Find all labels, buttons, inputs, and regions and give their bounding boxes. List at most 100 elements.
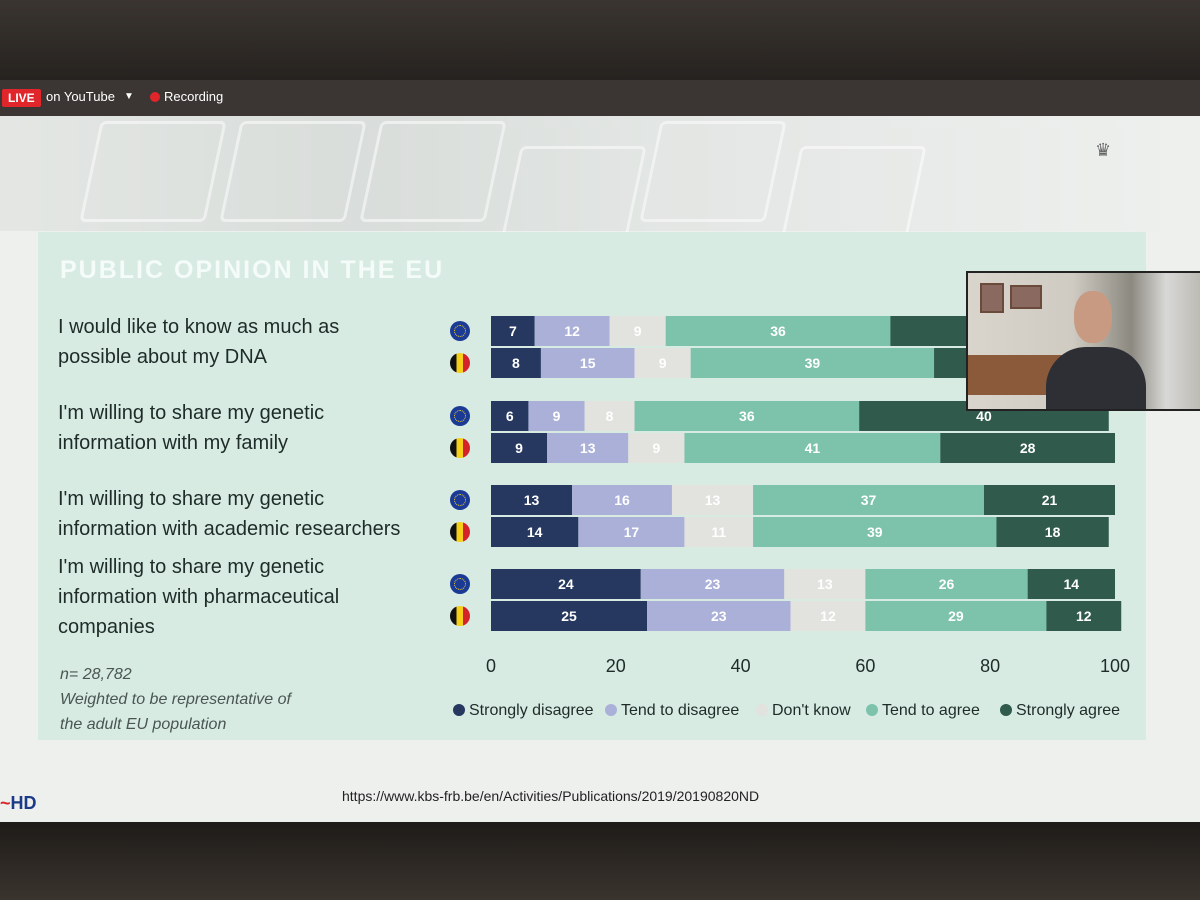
x-tick-label: 80 [980,656,1000,676]
bar-segment [753,517,997,547]
question-line: information with academic researchers [58,518,401,540]
note-line: Weighted to be representative of [60,691,291,708]
recording-label[interactable]: Recording [164,89,224,104]
question-line: I'm willing to share my genetic [58,488,325,510]
sample-note: n= 28,782 Weighted to be representative … [60,662,291,737]
question-label-researchers: I'm willing to share my genetic informat… [58,484,448,544]
x-tick-label: 40 [731,656,751,676]
bar-data-label: 15 [580,355,596,371]
presenter-torso [1046,347,1146,409]
bar-data-label: 13 [817,576,833,592]
legend-label: Don't know [772,702,851,719]
question-label-dna: I would like to know as much as possible… [58,312,448,372]
bar-segment [540,348,635,378]
bar-data-label: 9 [634,323,642,339]
bar-data-label: 23 [711,608,727,624]
bar-data-label: 40 [976,408,992,424]
chart-panel: PUBLIC OPINION IN THE EU I would like to… [38,232,1146,740]
bar-data-label: 17 [624,524,640,540]
bar-data-label: 9 [652,440,660,456]
bar-segment [753,485,984,515]
bar-segment [1046,601,1122,631]
x-tick-label: 20 [606,656,626,676]
bar-segment [534,316,610,346]
bar-data-label: 13 [705,492,721,508]
screen: LIVE on YouTube ▼ Recording ♛ PUBLIC OPI… [0,80,1200,822]
bar-data-label: 36 [770,323,786,339]
slide-banner: ♛ [0,116,1200,247]
bar-data-label: 13 [524,492,540,508]
bar-segment [491,485,573,515]
bar-data-label: 11 [711,524,726,540]
logo-prefix: ~ [0,793,11,813]
bar-segment [983,485,1115,515]
question-line: information with my family [58,432,289,454]
bar-data-label: 23 [705,576,721,592]
chart-legend: Strongly disagree Tend to disagree Don't k… [453,702,1153,726]
bar-data-label: 13 [580,440,596,456]
question-line: information with pharmaceutical [58,586,340,608]
decorative-hexagon [639,121,787,222]
question-line: I'm willing to share my genetic [58,556,325,578]
bar-segment [790,601,866,631]
bar-data-label: 39 [867,524,883,540]
bar-segment [684,433,941,463]
bar-segment [640,569,785,599]
presentation-slide: ♛ PUBLIC OPINION IN THE EU I would like … [0,116,1200,822]
bar-data-label: 14 [527,524,543,540]
bar-segment [865,601,1047,631]
legend-item: Don't know [756,702,851,720]
eu-flag-icon [450,490,470,510]
monitor-bezel-top [0,0,1200,80]
bar-segment [996,517,1109,547]
webcam-overlay[interactable] [966,271,1200,411]
bar-data-label: 16 [614,492,630,508]
question-label-family: I'm willing to share my genetic informat… [58,398,448,458]
bar-segment [647,601,791,631]
bar-segment [528,401,585,431]
platform-selector-label[interactable]: on YouTube [46,89,115,104]
stream-toolbar: LIVE on YouTube ▼ Recording [0,80,1200,116]
bar-segment [628,433,685,463]
bar-data-label: 41 [805,440,821,456]
bar-segment [572,485,672,515]
source-url[interactable]: https://www.kbs-frb.be/en/Activities/Pub… [342,788,760,804]
monitor-bezel-bottom [0,822,1200,900]
bar-segment [491,601,647,631]
x-tick-label: 0 [486,656,496,676]
bar-data-label: 7 [509,323,517,339]
legend-swatch [453,704,465,716]
legend-item: Tend to agree [866,702,980,720]
legend-swatch [605,704,617,716]
bar-data-label: 8 [606,408,614,424]
legend-swatch [866,704,878,716]
bar-data-label: 21 [1042,492,1058,508]
bar-data-label: 37 [861,492,877,508]
bar-segment [491,401,529,431]
question-label-pharma: I'm willing to share my genetic informat… [58,552,448,642]
legend-label: Tend to disagree [621,702,740,719]
x-tick-label: 60 [855,656,875,676]
chevron-down-icon[interactable]: ▼ [124,91,134,102]
slide-title: PUBLIC OPINION IN THE EU [60,256,445,284]
bar-data-label: 29 [948,608,964,624]
logo-text: HD [10,793,37,813]
legend-label: Tend to agree [882,702,980,719]
eu-flag-icon [450,406,470,426]
decorative-hexagon [359,121,507,222]
wall-picture [980,283,1004,313]
bar-segment [491,316,535,346]
live-badge[interactable]: LIVE [2,89,41,107]
bar-segment [491,433,548,463]
bar-segment [609,316,666,346]
belgium-flag-icon [450,353,470,373]
belgium-flag-icon [450,606,470,626]
bar-data-label: 24 [558,576,574,592]
recording-dot-icon [150,92,160,102]
bar-segment [578,517,685,547]
bar-data-label: 39 [805,355,821,371]
bar-segment [584,401,635,431]
bar-data-label: 9 [659,355,667,371]
bar-segment [671,485,754,515]
bar-segment [491,569,641,599]
